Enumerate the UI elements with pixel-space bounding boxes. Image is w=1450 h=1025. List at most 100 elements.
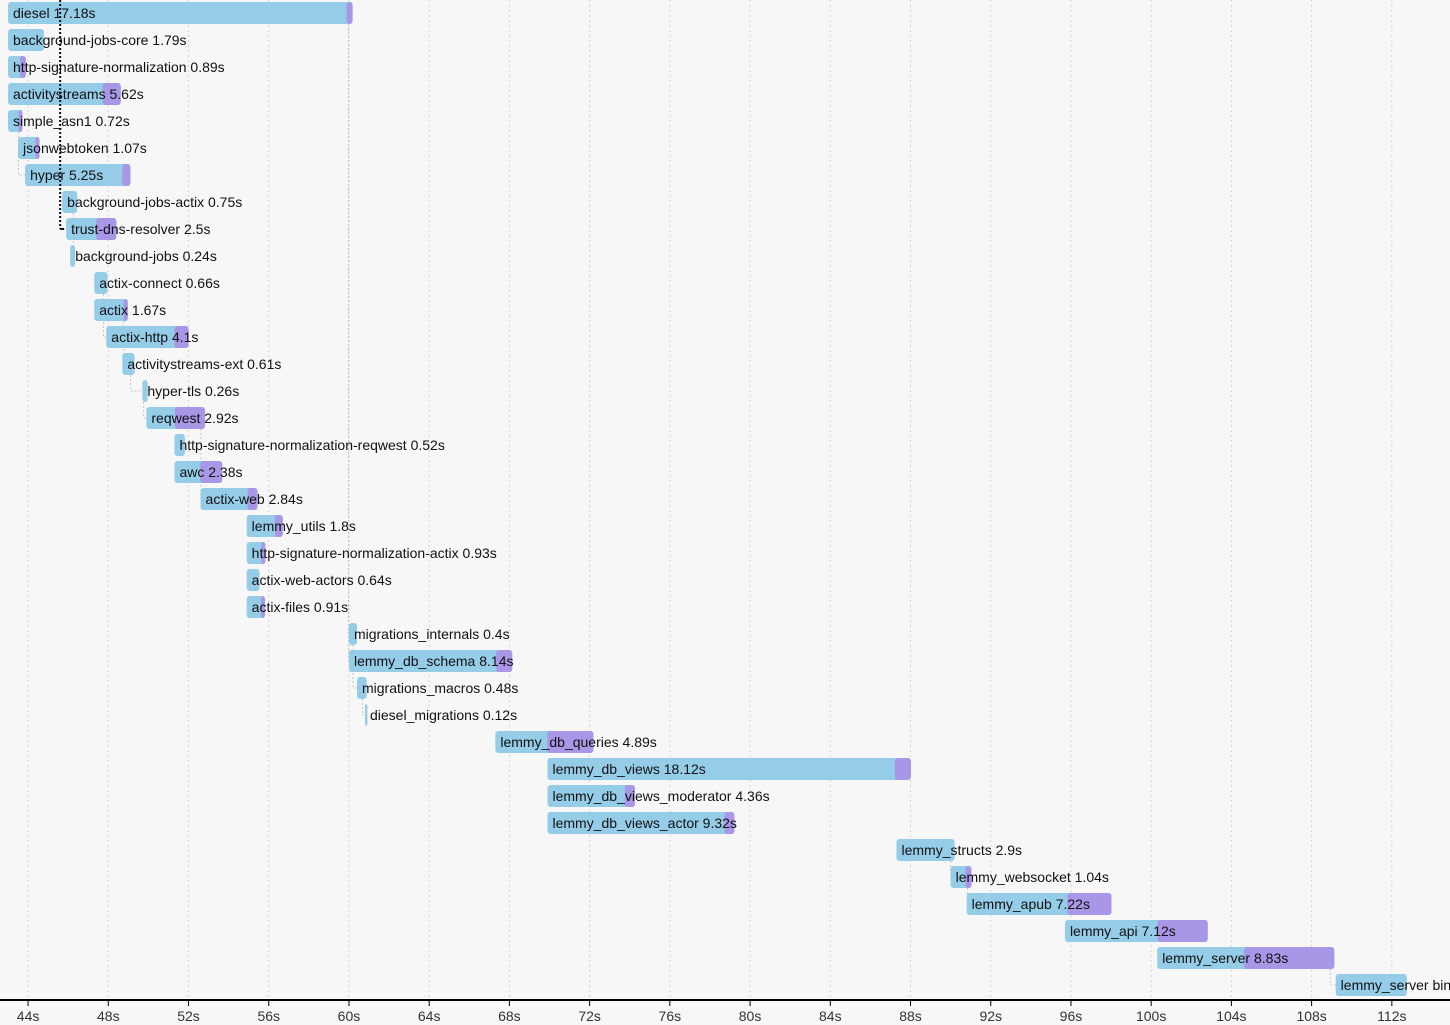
unit-bar-frontend bbox=[274, 515, 283, 537]
unit-label: lemmy_structs 2.9s bbox=[901, 842, 1022, 858]
unit-row[interactable]: lemmy_structs 2.9s bbox=[896, 839, 1022, 861]
unit-row[interactable]: lemmy_server bin "lemmy_server" 3.55s bbox=[1335, 974, 1450, 996]
unit-row[interactable]: lemmy_db_queries 4.89s bbox=[495, 731, 657, 753]
unit-label: awc 2.38s bbox=[179, 464, 242, 480]
unit-row[interactable]: http-signature-normalization-reqwest 0.5… bbox=[174, 434, 445, 456]
unit-bar bbox=[356, 677, 367, 699]
unit-row[interactable]: background-jobs-core 1.79s bbox=[8, 29, 187, 51]
unit-row[interactable]: lemmy_utils 1.8s bbox=[246, 515, 356, 537]
unit-row[interactable]: activitystreams-ext 0.61s bbox=[122, 353, 281, 375]
x-tick-label: 80s bbox=[739, 1008, 762, 1024]
unit-row[interactable]: activitystreams 5.62s bbox=[8, 83, 144, 105]
unit-bar-frontend bbox=[624, 785, 635, 807]
unit-bar bbox=[106, 326, 189, 348]
unit-row[interactable]: lemmy_db_views_actor 9.32s bbox=[547, 812, 737, 834]
unit-row[interactable]: actix-web 2.84s bbox=[200, 488, 303, 510]
unit-bar-frontend bbox=[174, 407, 205, 429]
unit-label: reqwest 2.92s bbox=[151, 410, 238, 426]
unit-bar-frontend bbox=[200, 461, 223, 483]
unit-row[interactable]: migrations_internals 0.4s bbox=[348, 623, 510, 645]
unit-bar bbox=[94, 272, 108, 294]
unit-label: lemmy_db_views 18.12s bbox=[553, 761, 706, 777]
unit-row[interactable]: http-signature-normalization 0.89s bbox=[8, 56, 225, 78]
unit-row[interactable]: simple_asn1 0.72s bbox=[8, 110, 130, 132]
unit-bar bbox=[246, 569, 260, 591]
unit-bar bbox=[8, 2, 353, 24]
unit-label: actix 1.67s bbox=[99, 302, 166, 318]
x-tick-label: 108s bbox=[1296, 1008, 1326, 1024]
unit-label: lemmy_db_views_actor 9.32s bbox=[553, 815, 737, 831]
unit-label: lemmy_apub 7.22s bbox=[972, 896, 1090, 912]
x-tick-label: 100s bbox=[1136, 1008, 1166, 1024]
dependency-line bbox=[352, 645, 357, 689]
unit-bar bbox=[348, 623, 357, 645]
unit-row[interactable]: hyper 5.25s bbox=[25, 164, 131, 186]
unit-label: actix-web-actors 0.64s bbox=[252, 572, 392, 588]
unit-row[interactable]: lemmy_db_views_moderator 4.36s bbox=[547, 785, 770, 807]
unit-bar bbox=[1335, 974, 1407, 996]
unit-bar-frontend bbox=[96, 218, 117, 240]
unit-label: background-jobs-actix 0.75s bbox=[67, 194, 242, 210]
dependency-line bbox=[102, 294, 107, 338]
unit-label: lemmy_server 8.83s bbox=[1162, 950, 1288, 966]
unit-row[interactable]: hyper-tls 0.26s bbox=[142, 380, 239, 402]
unit-row[interactable]: lemmy_websocket 1.04s bbox=[950, 866, 1109, 888]
unit-row[interactable]: actix-files 0.91s bbox=[246, 596, 348, 618]
unit-row[interactable]: migrations_macros 0.48s bbox=[356, 677, 518, 699]
unit-bar bbox=[18, 137, 40, 159]
x-tick-label: 104s bbox=[1216, 1008, 1246, 1024]
unit-label: activitystreams-ext 0.61s bbox=[127, 356, 281, 372]
x-tick-label: 68s bbox=[498, 1008, 521, 1024]
x-tick-label: 76s bbox=[659, 1008, 682, 1024]
unit-label: lemmy_db_queries 4.89s bbox=[500, 734, 656, 750]
unit-row[interactable]: actix-http 4.1s bbox=[106, 326, 198, 348]
unit-bar bbox=[200, 488, 258, 510]
unit-label: hyper-tls 0.26s bbox=[147, 383, 239, 399]
unit-bar bbox=[174, 434, 185, 456]
unit-row[interactable]: diesel 17.18s bbox=[8, 2, 353, 24]
unit-row[interactable]: background-jobs-actix 0.75s bbox=[62, 191, 242, 213]
grid-lines bbox=[27, 0, 1393, 1000]
unit-bar-frontend bbox=[547, 731, 594, 753]
unit-row[interactable]: lemmy_api 7.12s bbox=[1064, 920, 1208, 942]
unit-bar-frontend bbox=[1157, 920, 1208, 942]
unit-label: lemmy_api 7.12s bbox=[1070, 923, 1176, 939]
unit-row[interactable]: reqwest 2.92s bbox=[146, 407, 239, 429]
unit-label: actix-http 4.1s bbox=[111, 329, 198, 345]
unit-label: jsonwebtoken 1.07s bbox=[22, 140, 147, 156]
unit-row[interactable]: lemmy_db_schema 8.14s bbox=[348, 650, 514, 672]
unit-bar bbox=[8, 29, 44, 51]
unit-row[interactable]: lemmy_apub 7.22s bbox=[966, 893, 1112, 915]
unit-label: actix-web 2.84s bbox=[206, 491, 303, 507]
dependency-line bbox=[1329, 969, 1336, 986]
unit-bar bbox=[8, 83, 121, 105]
unit-row[interactable]: lemmy_server 8.83s bbox=[1157, 947, 1335, 969]
unit-bar bbox=[547, 785, 635, 807]
unit-bar-frontend bbox=[122, 164, 131, 186]
unit-row[interactable]: actix-connect 0.66s bbox=[94, 272, 220, 294]
unit-row[interactable]: trust-dns-resolver 2.5s bbox=[66, 218, 210, 240]
unit-row[interactable]: lemmy_db_views 18.12s bbox=[547, 758, 911, 780]
unit-bar-frontend bbox=[174, 326, 189, 348]
unit-bar-frontend bbox=[247, 488, 258, 510]
x-tick-label: 88s bbox=[899, 1008, 922, 1024]
unit-bar-frontend bbox=[1067, 893, 1112, 915]
cursor-marker bbox=[59, 0, 65, 230]
unit-bar bbox=[547, 758, 911, 780]
unit-bar bbox=[246, 542, 266, 564]
unit-row[interactable]: actix-web-actors 0.64s bbox=[246, 569, 392, 591]
unit-label: activitystreams 5.62s bbox=[13, 86, 144, 102]
unit-row[interactable]: background-jobs 0.24s bbox=[70, 245, 217, 267]
unit-row[interactable]: actix 1.67s bbox=[94, 299, 166, 321]
x-tick-label: 96s bbox=[1060, 1008, 1083, 1024]
unit-label: trust-dns-resolver 2.5s bbox=[71, 221, 210, 237]
unit-label: simple_asn1 0.72s bbox=[13, 113, 130, 129]
unit-row[interactable]: awc 2.38s bbox=[174, 461, 243, 483]
unit-row[interactable]: jsonwebtoken 1.07s bbox=[18, 137, 147, 159]
unit-bar-frontend bbox=[123, 299, 128, 321]
unit-bar bbox=[70, 245, 76, 267]
unit-bar bbox=[122, 353, 135, 375]
unit-bar bbox=[246, 515, 283, 537]
unit-row[interactable]: diesel_migrations 0.12s bbox=[365, 704, 517, 726]
unit-row[interactable]: http-signature-normalization-actix 0.93s bbox=[246, 542, 497, 564]
